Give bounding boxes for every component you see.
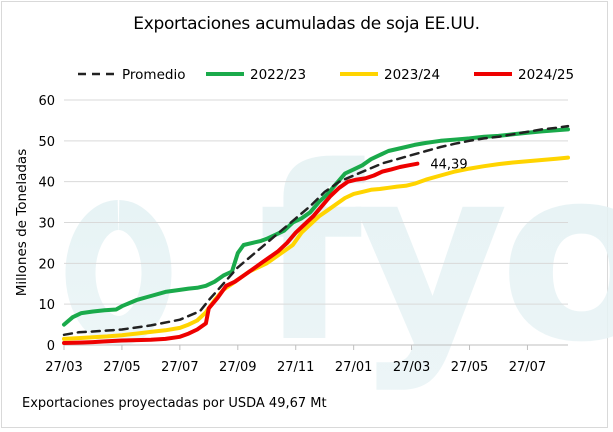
x-tick-label: 27/05: [103, 360, 140, 375]
x-tick-label: 27/07: [509, 360, 546, 375]
svg-text:fyo: fyo: [258, 115, 613, 395]
x-tick-label: 27/05: [451, 360, 488, 375]
annotations: 44,39: [430, 158, 467, 173]
series-line-2022-23: [62, 127, 570, 327]
chart-title: Exportaciones acumuladas de soja EE.UU.: [133, 14, 480, 34]
y-tick-label: 60: [38, 94, 55, 109]
axes: 0 10 20 30 40 50 60 27/03 27/05 27/07 27/09 27/11 27…: [14, 94, 568, 375]
legend: Promedio 2022/23 2023/24 2024/25: [78, 67, 574, 83]
x-tick-label: 27/01: [335, 360, 372, 375]
x-tick-label: 27/03: [45, 360, 82, 375]
series-line-2024-25: [62, 161, 420, 345]
watermark: fyo: [65, 115, 613, 395]
last-value-label: 44,39: [430, 158, 467, 173]
x-tick-label: 27/09: [219, 360, 256, 375]
x-tick-label: 27/07: [161, 360, 198, 375]
series-lines: [62, 124, 570, 345]
y-tick-label: 50: [38, 135, 55, 150]
series-line-promedio: [62, 124, 570, 337]
series-line-2023-24: [62, 155, 570, 341]
y-tick-label: 10: [38, 298, 55, 313]
legend-label: Promedio: [122, 67, 185, 83]
y-tick-label: 0: [47, 339, 55, 354]
legend-label: 2023/24: [384, 67, 440, 83]
y-tick-label: 30: [38, 217, 55, 232]
projection-note: Exportaciones proyectadas por USDA 49,67…: [22, 396, 327, 411]
gridlines: [64, 99, 568, 305]
y-tick-label: 20: [38, 257, 55, 272]
y-tick-label: 40: [38, 176, 55, 191]
x-tick-label: 27/11: [277, 360, 314, 375]
y-axis-label: Millones de Toneladas: [14, 149, 30, 297]
x-tick-label: 27/03: [393, 360, 430, 375]
legend-label: 2024/25: [518, 67, 574, 83]
legend-label: 2022/23: [250, 67, 306, 83]
